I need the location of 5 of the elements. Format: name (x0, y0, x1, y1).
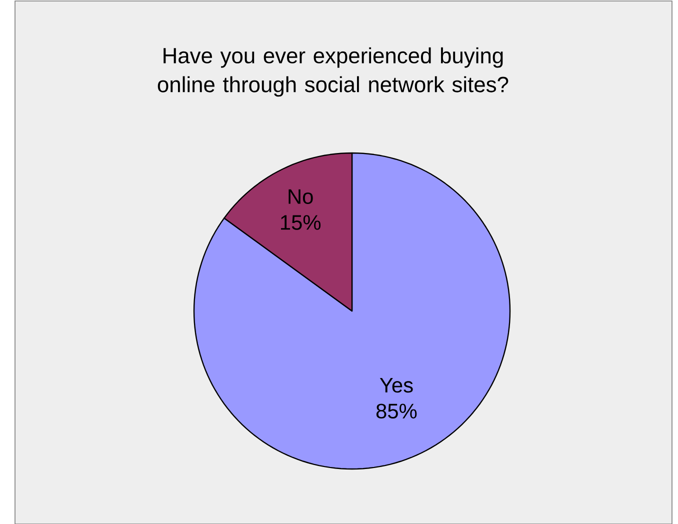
slice-label: No (288, 189, 313, 204)
chart-title: Have you ever experienced buying online through social network sites? (158, 47, 508, 96)
data-label: 15% (281, 214, 321, 230)
data-label: 85% (376, 404, 417, 418)
slice-label: Yes (380, 378, 413, 392)
